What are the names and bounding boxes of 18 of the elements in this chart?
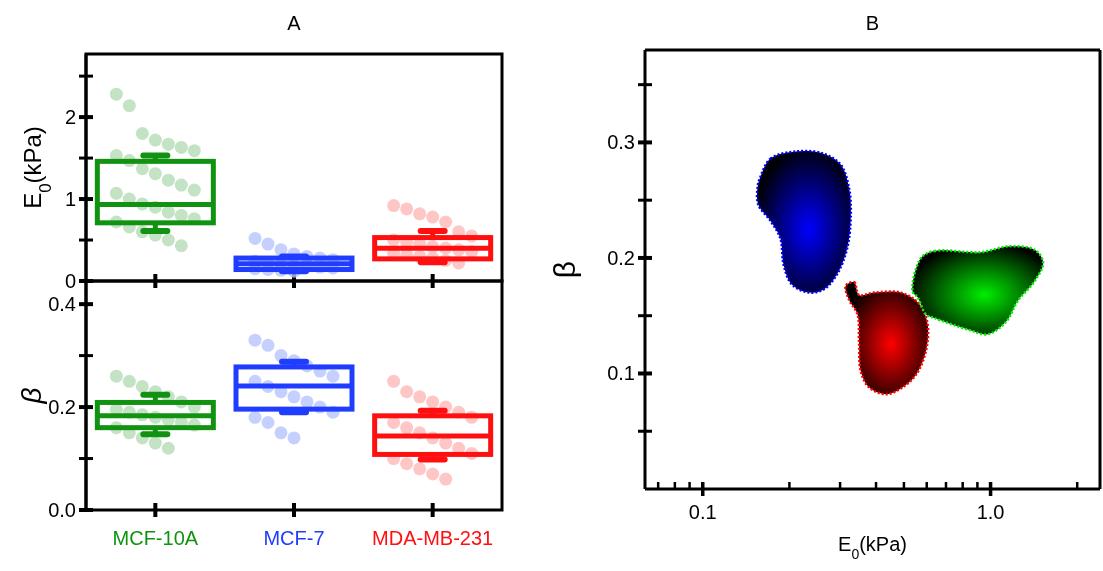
y-tick-label: 1 [64, 188, 76, 211]
x-tick-label: MDA-MB-231 [372, 527, 494, 549]
x-axis-title: E$_{0}$(kPa) [838, 533, 907, 562]
y-tick-label: 0.2 [607, 246, 635, 269]
y-tick-label: 0.1 [607, 362, 635, 385]
x-tick-label: MCF-7 [263, 527, 325, 549]
y-axis-title: β [548, 260, 581, 279]
chart-title: B [865, 12, 880, 34]
y-tick-label: 0 [64, 270, 76, 292]
y-tick-label: 0.2 [48, 396, 76, 419]
x-tick-label: MCF-10A [112, 527, 199, 549]
y-axis-title: β [16, 387, 47, 405]
y-tick-label: 2 [64, 106, 76, 129]
x-tick-label: 1.0 [976, 501, 1005, 523]
y-tick-label: 0.0 [48, 499, 76, 521]
y-tick-label: 0.4 [48, 293, 76, 316]
y-tick-label: 0.3 [607, 131, 635, 154]
chart-title: A [287, 12, 302, 34]
